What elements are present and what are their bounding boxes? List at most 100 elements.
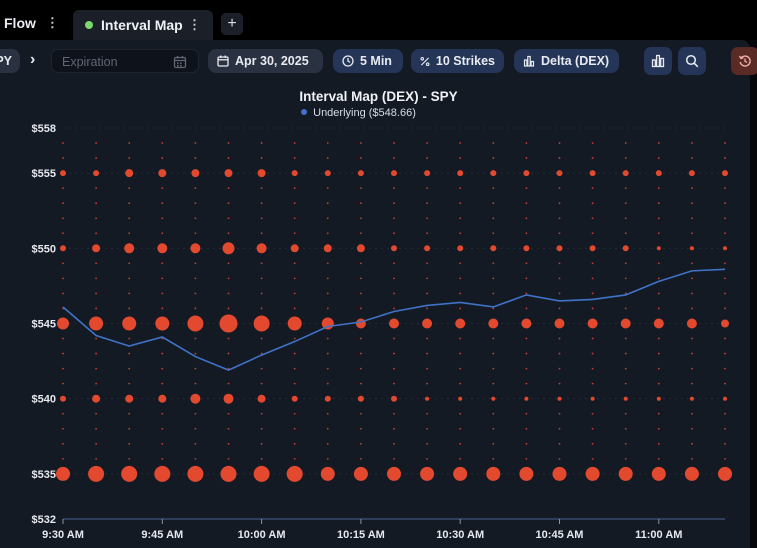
strike-dot (691, 443, 693, 445)
strike-dot (327, 187, 329, 189)
strike-dot (724, 293, 726, 295)
strike-dot (658, 458, 660, 460)
strike-dot (526, 277, 528, 279)
strike-dot (195, 232, 197, 234)
strike-dot (492, 413, 494, 415)
strike-dot (327, 277, 329, 279)
strike-dot (195, 443, 197, 445)
strike-dot (161, 232, 163, 234)
strike-dot (691, 232, 693, 234)
strike-dot (724, 413, 726, 415)
strike-dot (592, 383, 594, 385)
strike-dot (492, 262, 494, 264)
strike-dot (526, 413, 528, 415)
bubble (221, 466, 237, 482)
bubble (424, 245, 430, 251)
strike-dot (658, 232, 660, 234)
strike-dot (327, 202, 329, 204)
strike-dot (691, 202, 693, 204)
strike-dot (691, 293, 693, 295)
strike-dot (492, 217, 494, 219)
strike-dot (526, 443, 528, 445)
strike-dot (592, 458, 594, 460)
bubble (125, 169, 133, 177)
strike-dot (62, 383, 64, 385)
strike-dot (228, 383, 230, 385)
strike-dot (459, 308, 461, 310)
strike-dot (294, 338, 296, 340)
strike-dot (195, 277, 197, 279)
bubble (723, 246, 727, 250)
strike-dot (261, 187, 263, 189)
strike-dot (161, 157, 163, 159)
strike-dot (95, 202, 97, 204)
bubble (92, 395, 100, 403)
strike-dot (393, 142, 395, 144)
strike-dot (161, 383, 163, 385)
strike-dot (327, 142, 329, 144)
strike-dot (95, 443, 97, 445)
strike-dot (724, 232, 726, 234)
bubble (190, 394, 200, 404)
bubble (158, 169, 166, 177)
strike-dot (360, 262, 362, 264)
bubble (590, 245, 596, 251)
strike-dot (492, 232, 494, 234)
strike-dot (95, 187, 97, 189)
strike-dot (426, 262, 428, 264)
bubble (121, 466, 137, 482)
strike-dot (228, 428, 230, 430)
strike-dot (294, 293, 296, 295)
bubble (257, 243, 267, 253)
strike-dot (658, 187, 660, 189)
strike-dot (360, 308, 362, 310)
strike-dot (393, 458, 395, 460)
strike-dot (724, 217, 726, 219)
bubble (623, 245, 629, 251)
bubble (125, 395, 133, 403)
strike-dot (195, 353, 197, 355)
strike-dot (294, 353, 296, 355)
bubble (187, 316, 203, 332)
bubble (586, 467, 600, 481)
bubble (490, 245, 496, 251)
strike-dot (592, 262, 594, 264)
strike-dot (95, 428, 97, 430)
bubble (155, 317, 169, 331)
strike-dot (195, 428, 197, 430)
strike-dot (492, 428, 494, 430)
bubble (457, 170, 463, 176)
strike-dot (625, 353, 627, 355)
bubble (590, 170, 596, 176)
strike-dot (128, 368, 130, 370)
strike-dot (128, 142, 130, 144)
strike-dot (294, 443, 296, 445)
strike-dot (360, 353, 362, 355)
x-tick-label: 11:00 AM (635, 529, 682, 541)
y-tick-label: $558 (32, 123, 56, 135)
bubble (721, 320, 729, 328)
strike-dot (724, 187, 726, 189)
bubble (291, 244, 299, 252)
strike-dot (724, 157, 726, 159)
bubble (519, 467, 533, 481)
strike-dot (95, 368, 97, 370)
strike-dot (228, 217, 230, 219)
strike-dot (128, 293, 130, 295)
strike-dot (393, 353, 395, 355)
strike-dot (625, 308, 627, 310)
strike-dot (195, 157, 197, 159)
strike-dot (128, 458, 130, 460)
strike-dot (62, 443, 64, 445)
strike-dot (426, 428, 428, 430)
y-tick-label: $532 (32, 514, 56, 526)
strike-dot (360, 277, 362, 279)
strike-dot (658, 443, 660, 445)
bubble (621, 319, 631, 329)
strike-dot (128, 383, 130, 385)
strike-dot (426, 157, 428, 159)
strike-dot (492, 443, 494, 445)
strike-dot (327, 217, 329, 219)
strike-dot (459, 262, 461, 264)
strike-dot (360, 202, 362, 204)
